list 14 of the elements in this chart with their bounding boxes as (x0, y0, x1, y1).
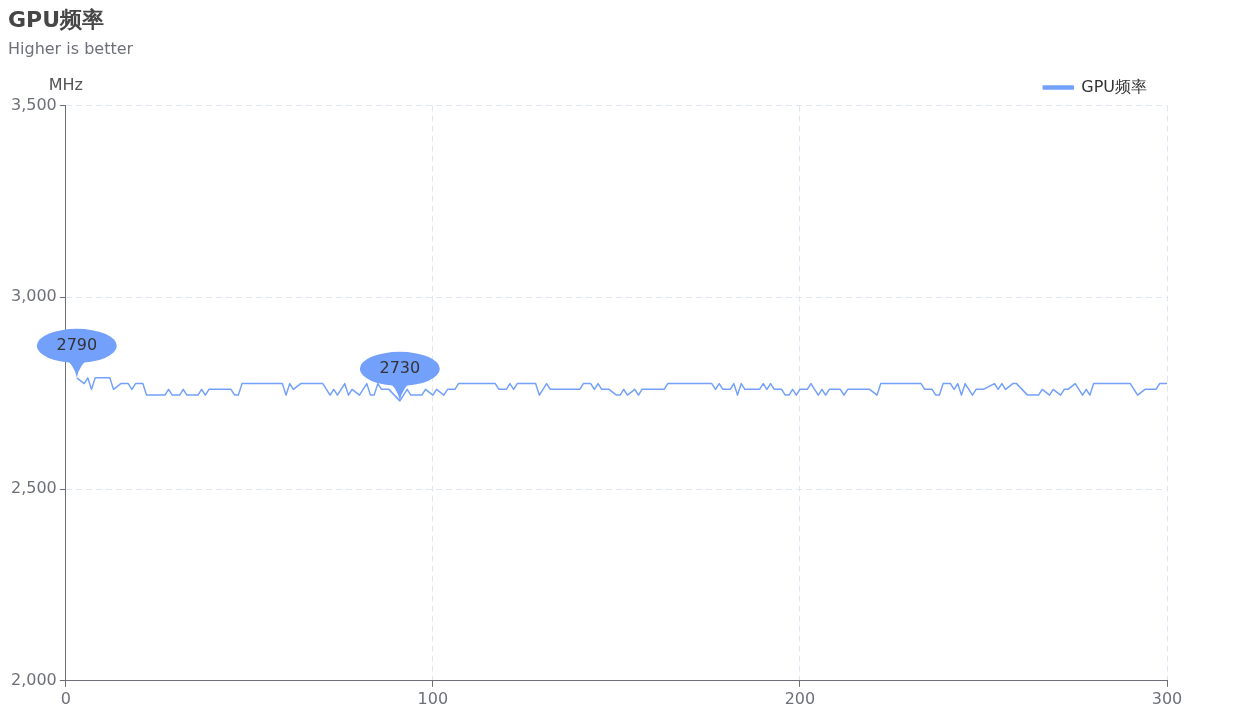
x-tick-label: 200 (784, 688, 816, 708)
chart-title: GPU频率 (8, 6, 105, 32)
x-tick-label: 100 (417, 688, 449, 708)
y-tick-label: 2,500 (10, 478, 57, 498)
y-axis-title: MHz (48, 74, 83, 94)
x-tick-label: 0 (60, 688, 71, 708)
y-tick-label: 3,500 (10, 94, 57, 114)
chart-subtitle: Higher is better (8, 39, 134, 59)
y-tick-label: 3,000 (10, 286, 57, 306)
annotation: 2730 (379, 358, 421, 378)
annotation: 2790 (56, 335, 98, 355)
legend-label: GPU频率 (1081, 76, 1148, 96)
x-tick-label: 300 (1151, 688, 1183, 708)
y-tick-label: 2,000 (10, 669, 57, 689)
